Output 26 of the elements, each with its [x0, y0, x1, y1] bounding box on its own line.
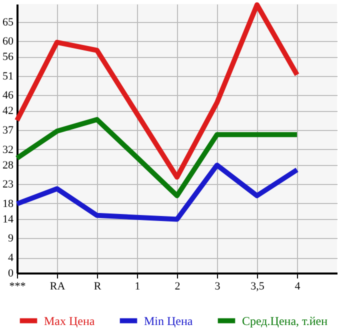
y-tick-label: 14 [2, 213, 14, 226]
x-tick-label: 2 [174, 280, 180, 292]
y-tick-label: 32 [2, 144, 14, 156]
y-tick-label: 23 [2, 178, 14, 191]
y-tick-label: 51 [2, 70, 14, 82]
legend-label: Сред.Цена, т.йен [242, 314, 328, 328]
y-tick-label: 56 [2, 51, 14, 64]
y-tick-label: 42 [2, 105, 14, 118]
x-tick-label: RA [50, 280, 66, 292]
y-tick-label: 18 [2, 198, 14, 210]
y-tick-label: 28 [2, 159, 14, 172]
y-tick-label: 46 [2, 90, 14, 102]
x-tick-label: 1 [134, 280, 140, 292]
x-tick-label: 3,5 [250, 280, 265, 292]
x-tick-label: R [94, 280, 102, 292]
legend-label: Min Цена [144, 314, 194, 328]
y-tick-label: 37 [2, 124, 14, 136]
y-tick-label: 60 [2, 36, 14, 48]
y-tick-label: 4 [8, 252, 14, 264]
x-tick-label: *** [9, 280, 26, 292]
x-tick-label: 3 [214, 280, 221, 292]
y-tick-label: 0 [8, 268, 14, 280]
x-tick-label: 4 [294, 280, 301, 292]
y-tick-label: 9 [8, 232, 14, 245]
legend-label: Max Цена [44, 314, 96, 328]
y-tick-label: 65 [2, 16, 14, 28]
